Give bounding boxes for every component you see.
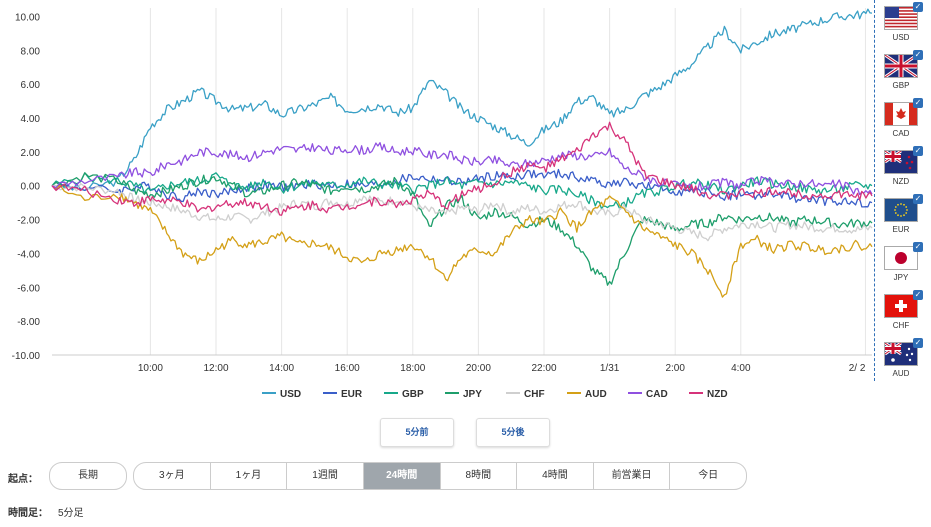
x-tick-label: 2:00: [665, 363, 685, 374]
series-line-eur: [51, 168, 873, 208]
nzd-flag-icon: [884, 150, 918, 174]
range-button[interactable]: 24時間: [363, 463, 441, 489]
range-button[interactable]: 前営業日: [594, 463, 671, 489]
currency-toggle-gbp[interactable]: ✓ GBP: [883, 50, 923, 98]
series-line-cad: [51, 142, 873, 196]
legend-label: EUR: [341, 389, 363, 400]
x-tick-label: 18:00: [400, 363, 425, 374]
range-button[interactable]: 4時間: [517, 463, 594, 489]
currency-label: AUD: [892, 369, 910, 378]
x-tick-label: 22:00: [531, 363, 556, 374]
next-5min-button[interactable]: 5分後: [476, 418, 550, 447]
series-line-chf: [51, 183, 873, 242]
currency-label: CAD: [892, 129, 910, 138]
y-tick-label: -10.00: [12, 351, 41, 362]
legend-label: CAD: [646, 389, 668, 400]
legend-label: AUD: [585, 389, 607, 400]
checked-icon: ✓: [913, 242, 923, 252]
y-tick-label: 6.00: [21, 80, 41, 91]
legend-item-chf: CHF: [506, 389, 545, 400]
long-term-button[interactable]: 長期: [49, 462, 127, 490]
chart: 10.00 8.00 6.00 4.00 2.00 0.00 -2.00 -4.00 -6.00…: [12, 8, 873, 400]
legend-item-aud: AUD: [567, 389, 607, 400]
eur-flag-icon: [884, 198, 918, 222]
y-tick-label: 4.00: [21, 114, 41, 125]
currency-toggle-jpy[interactable]: ✓ JPY: [883, 242, 923, 290]
legend-label: JPY: [463, 389, 482, 400]
range-selector: 3ヶ月 1ヶ月 1週間 24時間 8時間 4時間 前営業日 今日: [133, 462, 747, 490]
currency-toggle-eur[interactable]: ✓ EUR: [883, 194, 923, 242]
checked-icon: ✓: [913, 2, 923, 12]
currency-toggle-cad[interactable]: ✓ CAD: [883, 98, 923, 146]
series-line-jpy: [51, 172, 873, 286]
y-tick-label: 8.00: [21, 46, 41, 57]
interval-label: 時間足：: [8, 508, 48, 519]
y-tick-label: -2.00: [17, 216, 40, 227]
x-tick-label: 10:00: [138, 363, 163, 374]
series-line-nzd: [51, 121, 873, 216]
checked-icon: ✓: [913, 194, 923, 204]
jpy-flag-icon: [884, 246, 918, 270]
legend-item-usd: USD: [262, 389, 301, 400]
usd-flag-icon: [884, 6, 918, 30]
x-tick-label: 12:00: [203, 363, 228, 374]
legend-item-cad: CAD: [628, 389, 668, 400]
checked-icon: ✓: [913, 50, 923, 60]
origin-label: 起点：: [8, 474, 38, 485]
range-button[interactable]: 1週間: [287, 463, 364, 489]
x-tick-label: 20:00: [466, 363, 491, 374]
currency-label: GBP: [892, 81, 910, 90]
y-tick-label: -6.00: [17, 283, 40, 294]
checked-icon: ✓: [913, 98, 923, 108]
range-button[interactable]: 3ヶ月: [134, 463, 211, 489]
interval-value: 5分足: [58, 508, 84, 519]
x-tick-label: 1/31: [600, 363, 620, 374]
currency-toggle-usd[interactable]: ✓ USD: [883, 2, 923, 50]
prev-5min-button[interactable]: 5分前: [380, 418, 454, 447]
currency-toggle-aud[interactable]: ✓ AUD: [883, 338, 923, 386]
checked-icon: ✓: [913, 338, 923, 348]
currency-toggle-nzd[interactable]: ✓ NZD: [883, 146, 923, 194]
legend-item-jpy: JPY: [445, 389, 482, 400]
range-button[interactable]: 1ヶ月: [211, 463, 288, 489]
y-tick-label: 0.00: [21, 182, 41, 193]
series-line-gbp: [51, 172, 873, 210]
x-tick-label: 14:00: [269, 363, 294, 374]
x-tick-label: 16:00: [335, 363, 360, 374]
checked-icon: ✓: [913, 290, 923, 300]
currency-label: NZD: [892, 177, 910, 186]
y-tick-label: -4.00: [17, 249, 40, 260]
legend-item-nzd: NZD: [689, 389, 728, 400]
legend-label: CHF: [524, 389, 545, 400]
gbp-flag-icon: [884, 54, 918, 78]
range-button[interactable]: 今日: [698, 470, 719, 481]
cad-flag-icon: [884, 102, 918, 126]
y-tick-label: 10.00: [15, 12, 40, 23]
currency-label: USD: [892, 33, 910, 42]
currency-flag-panel: ✓ USD ✓ GBP ✓ CAD ✓ NZD ✓ EUR ✓ JPY ✓ CHF ✓ AUD: [874, 0, 931, 381]
series-line-aud: [51, 184, 873, 298]
legend-label: NZD: [707, 389, 728, 400]
currency-toggle-chf[interactable]: ✓ CHF: [883, 290, 923, 338]
currency-label: EUR: [892, 225, 910, 234]
x-tick-label: 2/ 2: [849, 363, 866, 374]
currency-label: JPY: [893, 273, 909, 282]
chf-flag-icon: [884, 294, 918, 318]
aud-flag-icon: [884, 342, 918, 366]
x-tick-label: 4:00: [731, 363, 751, 374]
currency-label: CHF: [892, 321, 910, 330]
y-tick-label: 2.00: [21, 148, 41, 159]
range-button[interactable]: 8時間: [441, 463, 518, 489]
legend-item-eur: EUR: [323, 389, 363, 400]
legend-label: GBP: [402, 389, 424, 400]
legend-item-gbp: GBP: [384, 389, 424, 400]
checked-icon: ✓: [913, 146, 923, 156]
y-tick-label: -8.00: [17, 317, 40, 328]
series-line-usd: [51, 8, 873, 191]
legend-label: USD: [280, 389, 301, 400]
